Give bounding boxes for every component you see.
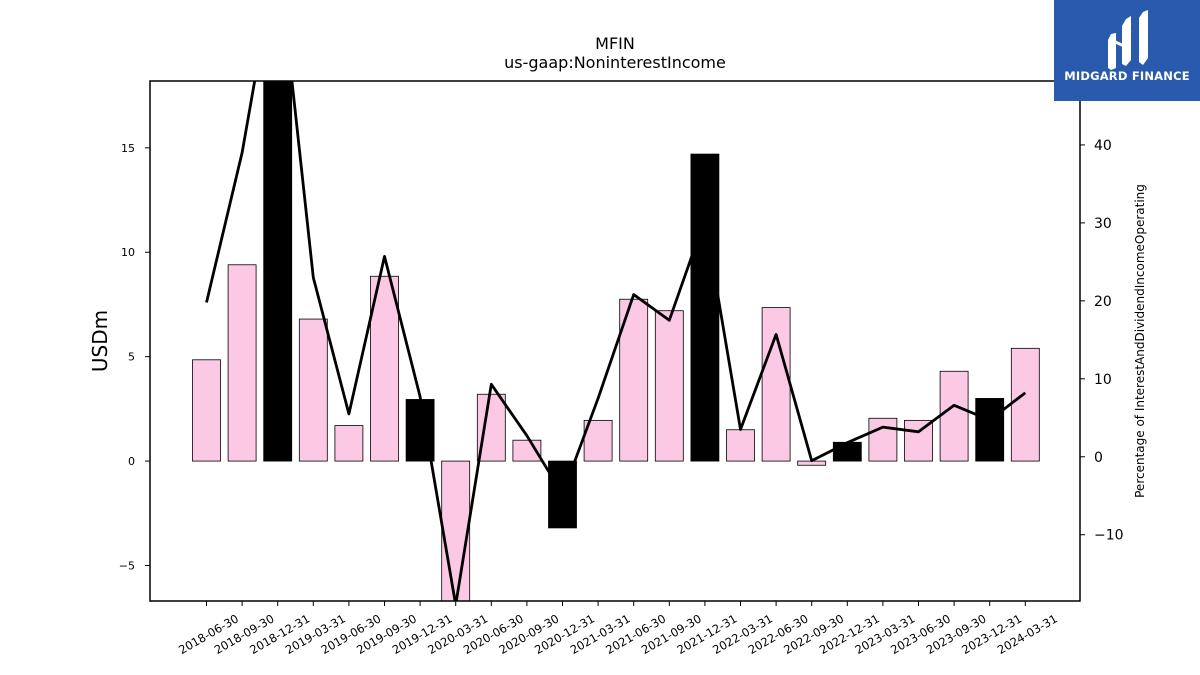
bar-2023-09-30 (939, 370, 969, 462)
bar-2021-09-30 (654, 310, 684, 462)
bar-2018-09-30 (227, 264, 257, 462)
logo-mark-icon (1108, 10, 1148, 70)
bar-2023-12-31 (975, 398, 1005, 462)
y2-tick-label: 30 (1094, 216, 1112, 232)
bar-2022-03-31 (726, 429, 755, 462)
bar-2019-09-30 (370, 275, 399, 462)
y-tick-label: 15 (121, 142, 135, 155)
chart-subtitle: us-gaap:NoninterestIncome (504, 53, 726, 72)
logo-text: MIDGARD FINANCE (1064, 69, 1190, 83)
y2-tick-label: 0 (1094, 450, 1103, 466)
y2-tick-label: 20 (1094, 294, 1112, 310)
bar-2023-06-30 (904, 419, 933, 462)
ratio-line (205, 81, 1027, 601)
bar-2022-06-30 (761, 307, 791, 462)
chart-title: MFIN (595, 34, 635, 53)
plot-frame (149, 80, 1081, 602)
y2-axis-label: Percentage of InterestAndDividendIncomeO… (1133, 184, 1147, 498)
y-tick-label: −5 (119, 559, 135, 572)
y2-tick-label: 10 (1094, 372, 1112, 388)
bar-2024-03-31 (1010, 347, 1040, 462)
bar-2022-12-31 (832, 441, 862, 462)
bar-2019-03-31 (298, 318, 328, 462)
bar-2018-12-31 (263, 81, 293, 462)
brand-logo: MIDGARD FINANCE (1054, 0, 1200, 101)
y-axis-label: USDm (88, 310, 112, 372)
y-tick-label: 5 (128, 351, 135, 364)
bar-2021-12-31 (690, 153, 720, 462)
bar-2021-06-30 (619, 298, 649, 462)
bar-2020-03-31 (441, 460, 471, 601)
bar-2023-03-31 (868, 417, 898, 462)
y-tick-label: 0 (128, 455, 135, 468)
y2-tick-label: −10 (1094, 528, 1124, 544)
bar-2018-06-30 (192, 359, 221, 462)
y-tick-label: 10 (121, 246, 135, 259)
bar-2019-06-30 (334, 425, 364, 462)
y2-tick-label: 40 (1094, 138, 1112, 154)
